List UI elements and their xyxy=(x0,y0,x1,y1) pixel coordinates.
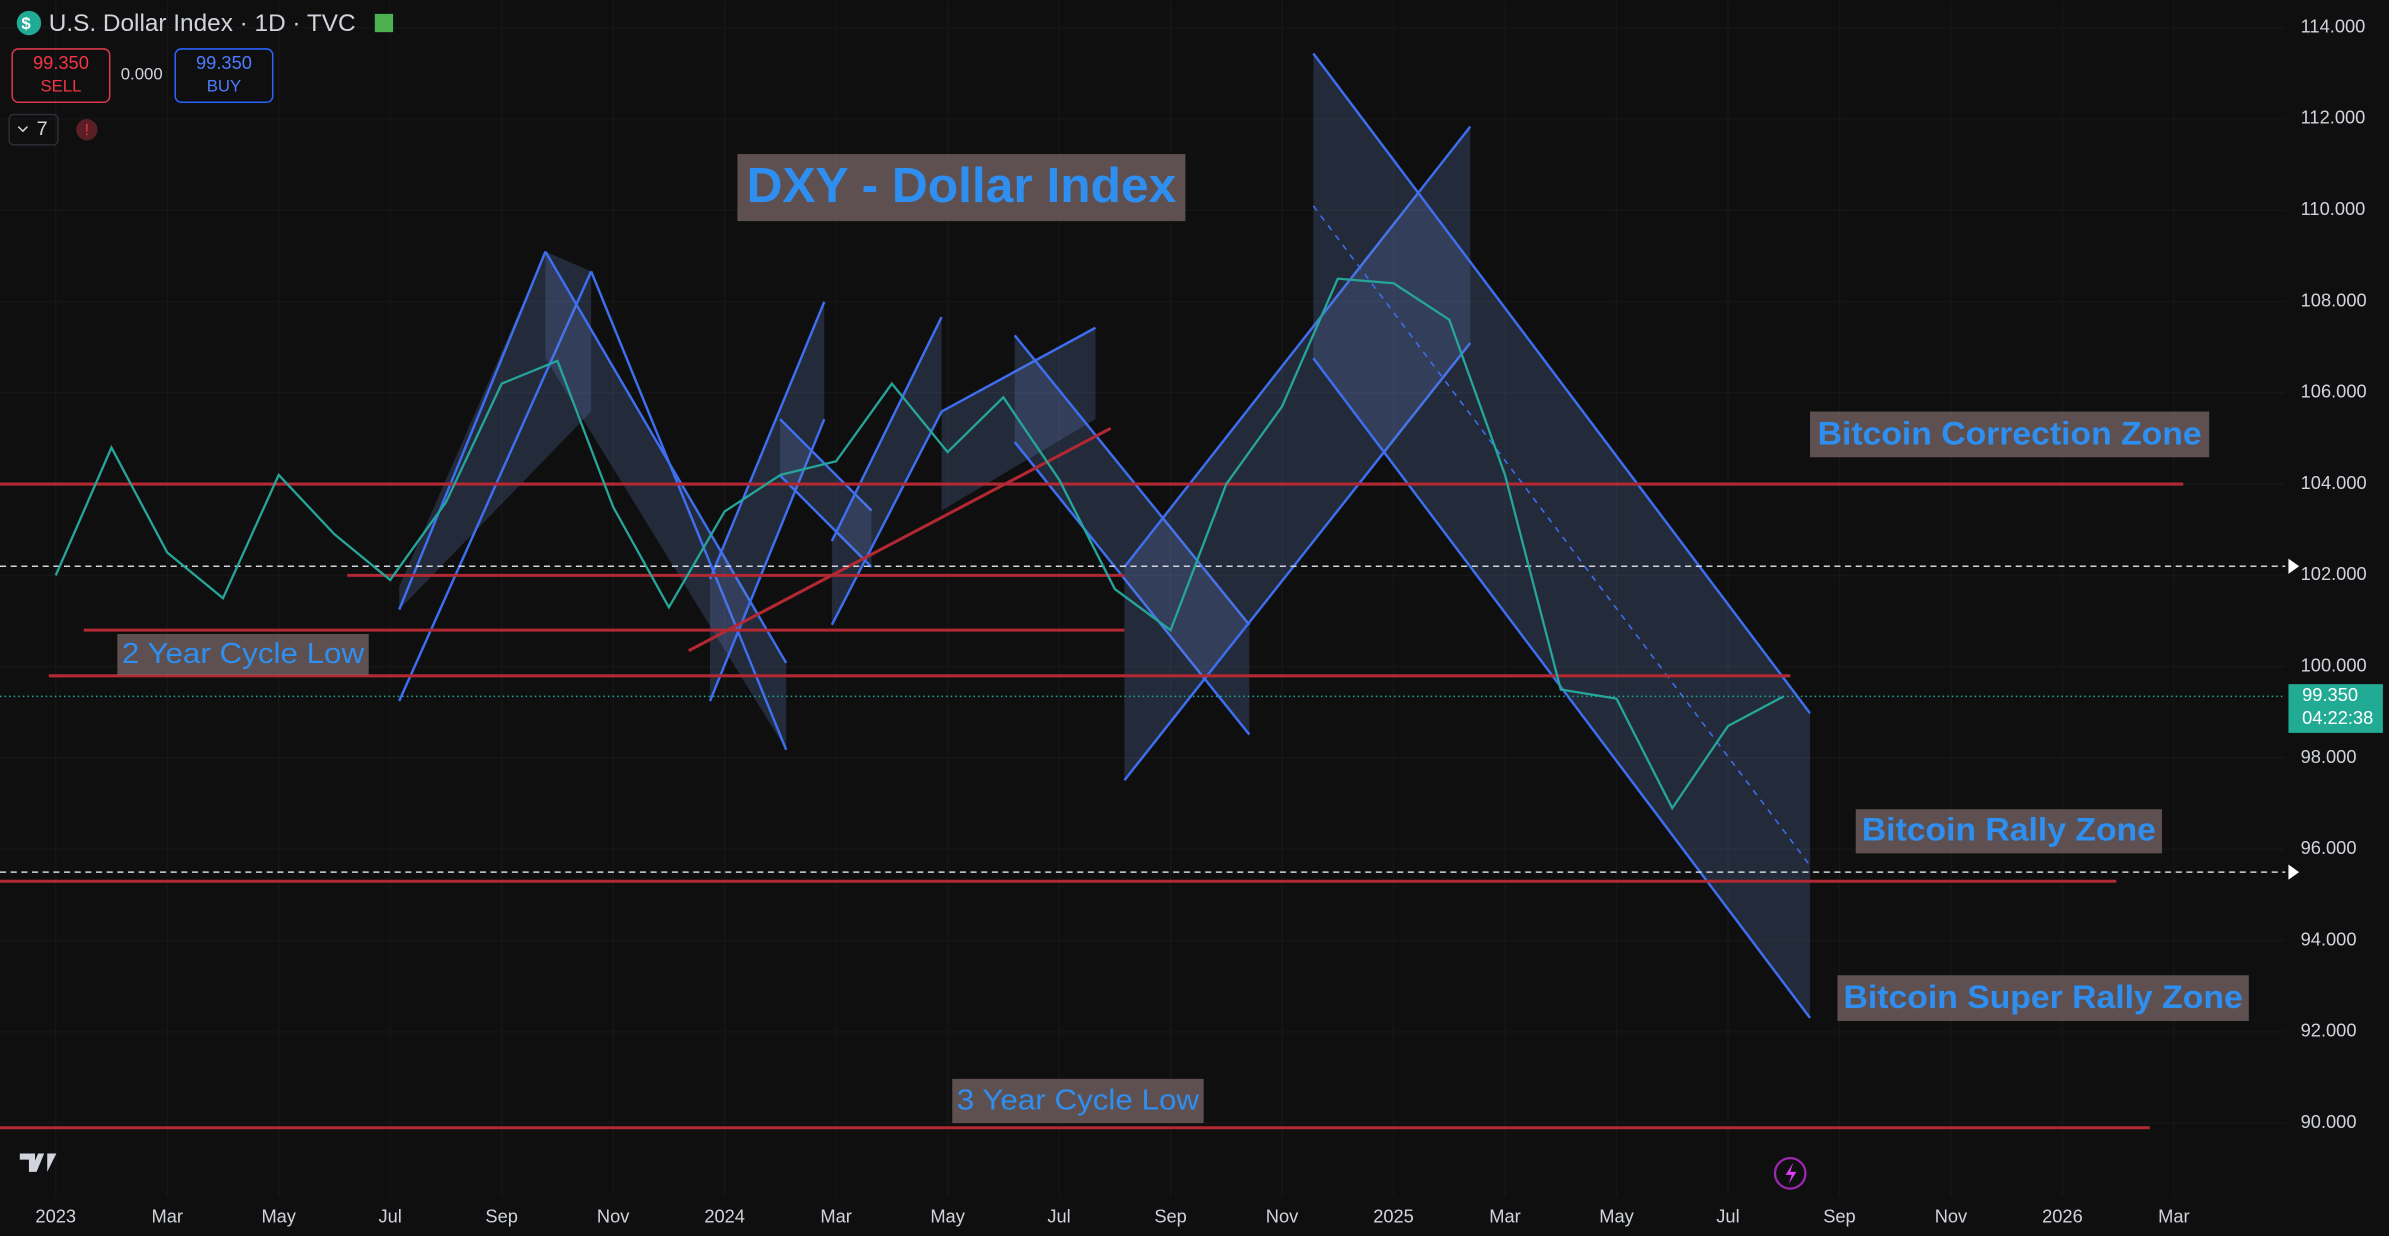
lightning-glyph xyxy=(1785,1162,1797,1185)
y-tick-label: 96.000 xyxy=(2301,837,2357,858)
logo[interactable] xyxy=(19,1153,57,1172)
x-tick-label: Sep xyxy=(485,1205,518,1226)
buy-label: BUY xyxy=(207,76,241,95)
y-tick-label: 104.000 xyxy=(2301,472,2367,493)
sell-label: SELL xyxy=(40,76,81,95)
y-tick-label: 112.000 xyxy=(2301,107,2366,128)
x-tick-label: Jul xyxy=(379,1205,402,1226)
annotation-box xyxy=(952,1078,1204,1124)
annotation-box xyxy=(1810,411,2210,458)
y-tick-label: 90.000 xyxy=(2301,1111,2357,1132)
drawings xyxy=(398,52,1812,1019)
y-tick-label: 92.000 xyxy=(2301,1020,2357,1041)
x-tick-label: 2026 xyxy=(2042,1205,2083,1226)
symbol-icon-glyph: $ xyxy=(21,14,31,33)
annotation: Bitcoin Super Rally Zone xyxy=(1844,979,2243,1015)
y-tick-label: 106.000 xyxy=(2301,381,2367,402)
y-tick-label: 110.000 xyxy=(2301,198,2366,219)
chevron xyxy=(17,126,28,133)
market-status[interactable] xyxy=(374,13,394,33)
y-tick-label: 98.000 xyxy=(2301,746,2357,767)
annotation: 2 Year Cycle Low xyxy=(122,638,364,670)
indicators-toggle[interactable] xyxy=(8,113,59,146)
x-tick-label: Nov xyxy=(597,1205,630,1226)
y-tick-label: 100.000 xyxy=(2301,654,2367,675)
title-box xyxy=(737,154,1186,222)
x-tick-label: May xyxy=(261,1205,296,1226)
x-tick-label: Sep xyxy=(1823,1205,1855,1226)
annotation: Bitcoin Correction Zone xyxy=(1818,415,2202,451)
buy-button[interactable] xyxy=(174,48,274,104)
x-tick-label: Mar xyxy=(1489,1205,1520,1226)
annotation-box xyxy=(117,633,369,676)
annotation: 3 Year Cycle Low xyxy=(957,1084,1199,1116)
annotation: Bitcoin Rally Zone xyxy=(1862,812,2156,848)
x-tick-label: May xyxy=(1599,1205,1634,1226)
annotation-box xyxy=(1855,809,2162,854)
sell-button[interactable] xyxy=(11,48,111,104)
price-line xyxy=(54,277,1785,811)
x-tick-label: Jul xyxy=(1716,1205,1739,1226)
spread: 0.000 xyxy=(121,64,163,83)
warning-icon[interactable] xyxy=(76,119,98,141)
y-tick-label: 114.000 xyxy=(2301,15,2366,36)
chart-title: DXY - Dollar Index xyxy=(747,159,1177,213)
annotation-box xyxy=(1837,975,2249,1021)
x-tick-label: 2025 xyxy=(1373,1205,1414,1226)
x-tick-label: Nov xyxy=(1935,1205,1968,1226)
y-tick-label: 102.000 xyxy=(2301,563,2367,584)
symbol-icon xyxy=(16,10,42,36)
buy-price: 99.350 xyxy=(196,52,252,73)
axis-bg xyxy=(2285,0,2389,1236)
sell-price: 99.350 xyxy=(33,52,89,73)
x-tick-label: Mar xyxy=(2158,1205,2189,1226)
x-tick-label: Jul xyxy=(1047,1205,1070,1226)
price-tag-label: 99.350 xyxy=(2302,684,2358,705)
x-tick-label: May xyxy=(930,1205,965,1226)
warning-glyph: ! xyxy=(85,122,89,139)
price-tag xyxy=(2288,684,2383,733)
x-tick-label: Mar xyxy=(151,1205,182,1226)
x-tick-label: Sep xyxy=(1154,1205,1187,1226)
x-tick-label: Nov xyxy=(1266,1205,1299,1226)
y-tick-label: 108.000 xyxy=(2301,289,2367,310)
x-tick-label: 2024 xyxy=(704,1205,745,1226)
symbol-title[interactable]: U.S. Dollar Index · 1D · TVC xyxy=(49,10,356,37)
alert-marker xyxy=(2288,864,2300,880)
indicator-count: 7 xyxy=(37,118,48,140)
lightning-icon[interactable] xyxy=(1773,1156,1807,1190)
plot xyxy=(0,277,2286,1130)
alert-marker xyxy=(2288,558,2300,574)
x-tick-label: Mar xyxy=(820,1205,851,1226)
y-tick-label: 94.000 xyxy=(2301,928,2357,949)
x-tick-label: 2023 xyxy=(35,1205,76,1226)
countdown: 04:22:38 xyxy=(2302,707,2373,728)
